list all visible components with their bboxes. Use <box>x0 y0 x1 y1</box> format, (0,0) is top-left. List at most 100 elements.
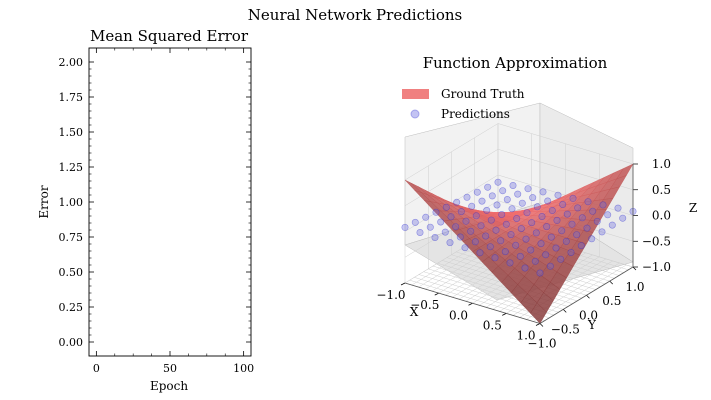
prediction-point <box>546 262 554 270</box>
surface-ylabel: Y <box>587 318 597 332</box>
prediction-point <box>483 206 491 214</box>
prediction-point <box>548 207 556 215</box>
prediction-point <box>553 216 561 224</box>
prediction-point <box>552 244 560 252</box>
prediction-point <box>604 211 612 219</box>
prediction-point <box>456 233 464 241</box>
prediction-points <box>401 178 637 277</box>
prediction-point <box>614 204 622 212</box>
surface-patch <box>530 302 547 324</box>
x-tick-label: 0.0 <box>449 308 468 322</box>
prediction-point <box>559 201 567 209</box>
prediction-point <box>453 198 461 206</box>
prediction-point <box>476 249 484 257</box>
prediction-point <box>538 213 546 221</box>
mse-x-tick-label: 50 <box>163 362 177 375</box>
prediction-point <box>563 210 571 218</box>
y-tick <box>539 323 544 327</box>
mse-ylabel: Error <box>37 185 51 218</box>
z-tick-label: −0.5 <box>642 234 671 248</box>
prediction-point <box>573 231 581 239</box>
prediction-point <box>507 231 515 239</box>
prediction-point <box>558 227 566 235</box>
z-tick-label: −1.0 <box>642 260 671 274</box>
prediction-point <box>503 196 511 204</box>
y-tick-label: 0.0 <box>579 308 598 322</box>
prediction-point <box>486 243 494 251</box>
x-tick-label: 1.0 <box>516 329 535 343</box>
y-tick-label: 1.0 <box>625 280 644 294</box>
prediction-point <box>491 254 499 262</box>
prediction-point <box>543 223 551 231</box>
prediction-point <box>523 209 531 217</box>
prediction-point <box>468 202 476 210</box>
z-tick-label: 0.0 <box>652 209 671 223</box>
prediction-point <box>608 221 616 229</box>
legend-swatch-ground-truth <box>402 89 429 99</box>
prediction-point <box>487 216 495 224</box>
prediction-point <box>441 228 449 236</box>
prediction-point <box>484 183 492 191</box>
prediction-point <box>509 182 517 190</box>
prediction-point <box>477 222 485 230</box>
prediction-point <box>501 248 509 256</box>
prediction-point <box>416 229 424 237</box>
prediction-point <box>502 220 510 228</box>
mse-title: Mean Squared Error <box>90 27 249 45</box>
x-axis-line <box>404 282 541 324</box>
prediction-point <box>498 211 506 219</box>
legend-label-predictions: Predictions <box>441 107 510 121</box>
y-tick <box>586 295 590 299</box>
prediction-point <box>599 201 607 209</box>
prediction-point <box>431 234 439 242</box>
prediction-point <box>482 232 490 240</box>
x-tick-label: −1.0 <box>376 288 405 302</box>
prediction-point <box>522 235 530 243</box>
mse-y-ticks: 0.00 0.25 0.50 0.75 1.00 1.25 1.50 1.75 2.00 <box>59 56 251 349</box>
mse-y-tick-label: 0.25 <box>59 301 84 314</box>
prediction-point <box>473 188 481 196</box>
pane-gridline <box>497 123 634 165</box>
prediction-point <box>557 255 565 263</box>
3d-tick-labels: −1.0−1.0−1.0−0.5−0.5−0.50.0 0.00.00.50.50… <box>376 157 671 351</box>
prediction-point <box>472 212 480 220</box>
prediction-point <box>524 185 532 193</box>
prediction-point <box>533 203 541 211</box>
x-tick <box>434 292 439 296</box>
y-tick <box>563 309 567 313</box>
mse-y-tick-label: 0.50 <box>59 266 84 279</box>
legend-label-ground-truth: Ground Truth <box>441 87 525 101</box>
prediction-point <box>554 191 562 199</box>
mse-xlabel: Epoch <box>150 379 188 393</box>
prediction-point <box>532 229 540 237</box>
y-axis-line <box>539 266 634 324</box>
mse-y-tick-label: 0.00 <box>59 336 84 349</box>
y-tick-label: 0.5 <box>602 294 621 308</box>
prediction-point <box>521 264 529 272</box>
prediction-point <box>516 252 524 260</box>
prediction-point <box>437 218 445 226</box>
mse-plot-frame <box>88 47 252 357</box>
prediction-point <box>499 187 507 195</box>
prediction-point <box>461 244 469 252</box>
mse-y-tick-label: 2.00 <box>59 56 84 69</box>
y-tick <box>609 280 613 285</box>
figure-suptitle: Neural Network Predictions <box>248 6 462 24</box>
prediction-point <box>452 223 460 231</box>
mse-x-tick-label: 0 <box>93 362 100 375</box>
prediction-point <box>568 220 576 228</box>
prediction-point <box>598 228 606 236</box>
x-tick <box>468 302 473 306</box>
prediction-point <box>537 240 545 248</box>
prediction-point <box>567 249 575 257</box>
mse-x-ticks: 0 50 100 <box>93 48 254 375</box>
mse-y-tick-label: 1.25 <box>59 161 84 174</box>
z-tick-label: 1.0 <box>652 157 671 171</box>
prediction-point <box>401 223 409 231</box>
prediction-point <box>542 251 550 259</box>
prediction-point <box>457 208 465 216</box>
prediction-point <box>588 235 596 243</box>
prediction-point <box>432 208 440 216</box>
prediction-point <box>619 214 627 222</box>
prediction-point <box>584 198 592 206</box>
